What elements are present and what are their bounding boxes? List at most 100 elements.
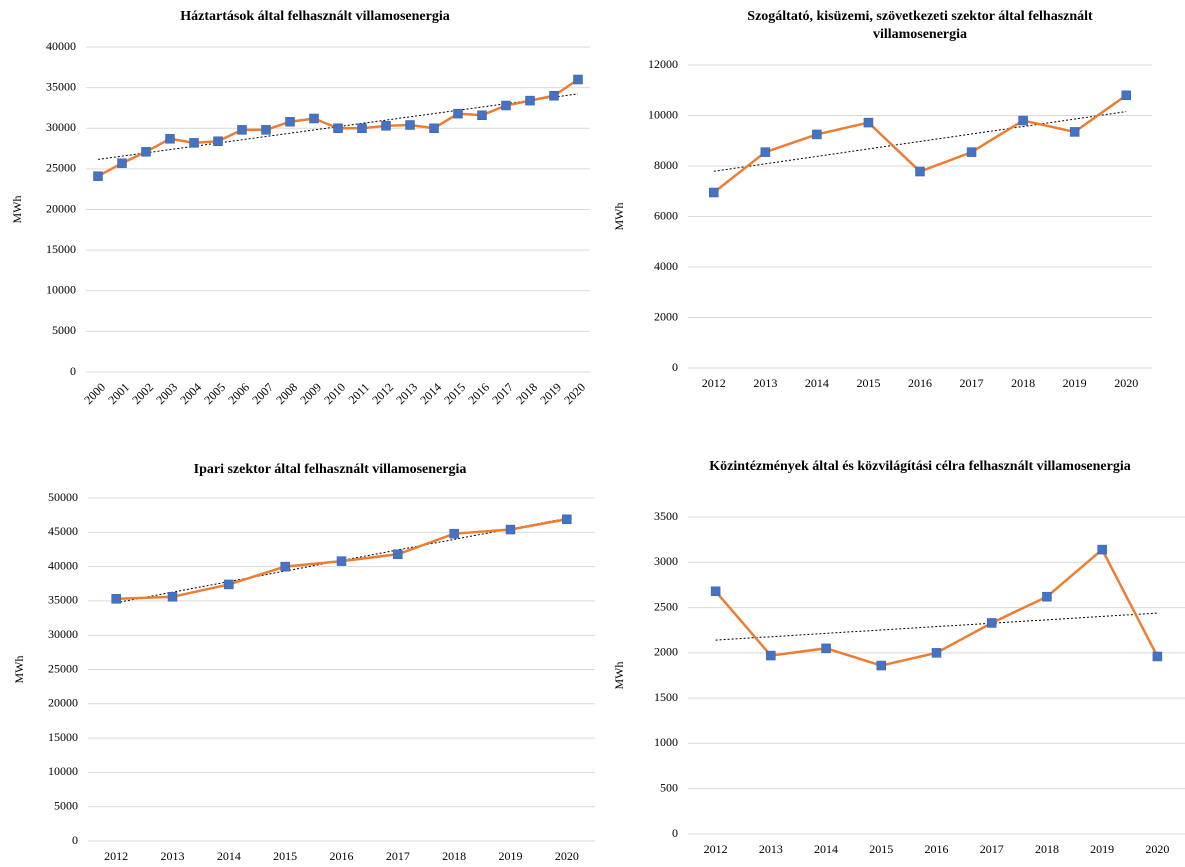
x-tick-label: 2013 [161, 849, 185, 863]
x-tick-label: 2002 [129, 380, 156, 407]
y-tick-label: 2000 [654, 645, 678, 659]
y-tick-label: 4000 [654, 259, 678, 273]
y-tick-label: 1000 [654, 735, 678, 749]
y-tick-label: 25000 [48, 661, 78, 675]
trendline [97, 93, 579, 160]
y-tick-label: 30000 [46, 120, 76, 134]
y-tick-label: 8000 [654, 158, 678, 172]
x-tick-label: 2016 [465, 380, 492, 407]
marker [117, 158, 127, 168]
x-tick-label: 2015 [441, 380, 468, 407]
x-tick-label: 2001 [105, 380, 132, 407]
x-tick-label: 2015 [856, 376, 880, 390]
marker [224, 579, 234, 590]
x-tick-label: 2013 [753, 376, 777, 390]
marker [285, 117, 295, 127]
y-tick-label: 25000 [46, 161, 76, 175]
marker [710, 586, 721, 597]
x-tick-label: 2014 [417, 380, 444, 407]
x-tick-label: 2012 [704, 842, 728, 856]
marker [237, 125, 247, 135]
x-tick-label: 2020 [1114, 376, 1138, 390]
y-tick-label: 5000 [54, 798, 78, 812]
marker [863, 117, 874, 128]
y-tick-label: 40000 [46, 39, 76, 53]
x-tick-label: 2019 [537, 380, 564, 407]
x-tick-label: 2018 [442, 849, 466, 863]
marker [1152, 651, 1163, 662]
marker [333, 123, 343, 133]
marker [357, 123, 367, 133]
data-line [713, 94, 1127, 194]
marker [261, 125, 271, 135]
marker [213, 136, 223, 146]
y-tick-label: 1500 [654, 690, 678, 704]
marker [189, 138, 199, 148]
marker [449, 528, 459, 539]
marker [501, 100, 511, 111]
x-tick-label: 2011 [346, 380, 373, 407]
chart-title: Háztartások által felhasznált villamosen… [180, 9, 450, 24]
x-tick-label: 2017 [960, 376, 984, 390]
trendline [715, 612, 1158, 641]
x-tick-label: 2017 [386, 849, 410, 863]
marker [141, 147, 151, 157]
y-tick-label: 10000 [46, 283, 76, 297]
marker [309, 113, 319, 124]
marker [453, 108, 463, 119]
y-axis-label: MWh [12, 656, 26, 684]
chart-title: Ipari szektor által felhasznált villamos… [193, 462, 467, 477]
marker [111, 594, 121, 604]
marker [1097, 544, 1107, 555]
marker [405, 120, 415, 130]
y-tick-label: 40000 [48, 558, 78, 572]
x-tick-label: 2016 [330, 849, 354, 863]
x-tick-label: 2012 [104, 849, 128, 863]
trendline [713, 111, 1127, 172]
marker [1121, 90, 1131, 101]
y-tick-label: 45000 [48, 524, 78, 538]
marker [393, 549, 403, 560]
y-tick-label: 6000 [654, 208, 678, 222]
x-tick-label: 2018 [1011, 376, 1035, 390]
y-axis-label: MWh [612, 203, 626, 231]
marker [1042, 591, 1052, 602]
x-tick-label: 2013 [759, 842, 783, 856]
y-tick-label: 10000 [648, 107, 678, 121]
y-tick-label: 500 [660, 780, 678, 794]
x-tick-label: 2007 [249, 380, 276, 407]
x-tick-label: 2014 [814, 842, 838, 856]
y-tick-label: 15000 [46, 242, 76, 256]
y-tick-label: 0 [672, 360, 678, 374]
x-tick-label: 2014 [217, 849, 241, 863]
marker [1069, 127, 1080, 137]
y-tick-label: 12000 [648, 57, 678, 71]
x-tick-label: 2013 [393, 380, 420, 407]
x-tick-label: 2012 [369, 380, 396, 407]
x-tick-label: 2006 [225, 380, 252, 407]
y-tick-label: 3000 [654, 554, 678, 568]
y-axis-label: MWh [10, 196, 24, 224]
y-tick-label: 20000 [46, 201, 76, 215]
x-tick-label: 2018 [1035, 842, 1059, 856]
marker [165, 134, 175, 144]
x-tick-label: 2016 [908, 376, 932, 390]
marker [562, 514, 572, 525]
y-tick-label: 35000 [46, 79, 76, 93]
x-tick-label: 2010 [321, 380, 348, 407]
marker [766, 650, 776, 661]
y-tick-label: 35000 [48, 593, 78, 607]
x-tick-label: 2020 [561, 380, 588, 407]
marker [915, 166, 925, 177]
x-tick-label: 2014 [805, 376, 829, 390]
x-tick-label: 2012 [702, 376, 726, 390]
x-tick-label: 2000 [81, 380, 108, 407]
y-tick-label: 30000 [48, 627, 78, 641]
x-tick-label: 2008 [273, 380, 300, 407]
x-tick-label: 2004 [177, 380, 204, 407]
x-tick-label: 2019 [1090, 842, 1114, 856]
x-tick-label: 2016 [925, 842, 949, 856]
y-tick-label: 50000 [48, 490, 78, 504]
x-tick-label: 2017 [489, 380, 516, 407]
